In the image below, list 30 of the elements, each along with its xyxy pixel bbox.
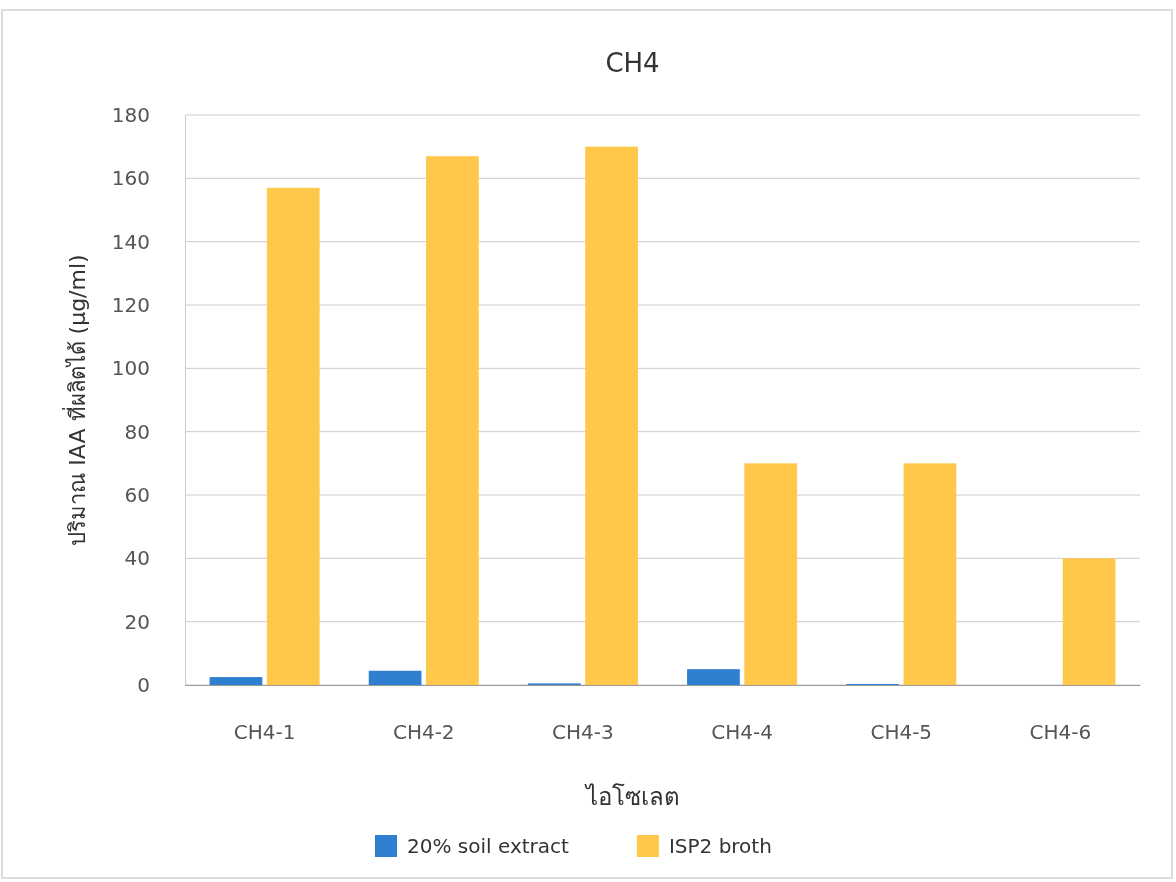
x-tick-label: CH4-4	[711, 720, 773, 745]
bar	[368, 670, 422, 685]
y-tick-label: 60	[124, 482, 150, 507]
bar	[744, 463, 798, 685]
y-tick-label: 140	[111, 229, 150, 254]
chart-title: CH4	[605, 48, 660, 78]
bar	[1062, 558, 1116, 685]
x-axis-title: ไอโซเลต	[583, 783, 680, 811]
x-tick-label: CH4-5	[870, 720, 933, 745]
bar	[266, 187, 320, 685]
bar	[426, 156, 479, 685]
bar	[585, 146, 638, 685]
bar	[903, 463, 957, 685]
y-tick-label: 20	[124, 609, 150, 634]
y-tick-label: 100	[111, 356, 150, 381]
y-tick-label: 160	[111, 166, 150, 191]
x-tick-label: CH4-3	[552, 720, 614, 745]
x-tick-label: CH4-2	[392, 720, 455, 745]
y-tick-label: 40	[124, 546, 150, 571]
y-tick-label: 180	[111, 102, 150, 127]
legend-label: 20% soil extract	[407, 834, 570, 858]
x-tick-label: CH4-1	[233, 720, 296, 745]
y-tick-label: 0	[137, 672, 150, 697]
y-axis-title: ปริมาณ IAA ที่ผลิตได้ (μg/ml)	[62, 254, 90, 546]
legend-label: ISP2 broth	[668, 834, 772, 858]
bar	[687, 669, 740, 685]
y-tick-label: 80	[124, 419, 150, 444]
bar	[209, 677, 263, 685]
x-tick-label: CH4-6	[1029, 720, 1092, 745]
y-tick-label: 120	[111, 292, 150, 317]
